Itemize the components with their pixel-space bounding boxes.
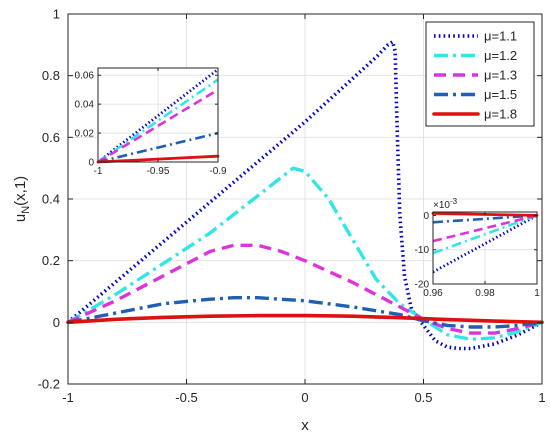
legend: μ=1.1 μ=1.2 μ=1.3 μ=1.5 μ=1.8 xyxy=(425,21,535,127)
y-tick-label: 0.8 xyxy=(42,68,60,83)
x-tick-label: -0.5 xyxy=(175,390,197,405)
y-tick-label: 1 xyxy=(53,7,60,22)
series-line-mu-1-3 xyxy=(432,214,538,243)
series-line-mu-1-8 xyxy=(66,313,544,325)
legend-label: μ=1.3 xyxy=(484,68,517,83)
x-tick-label: 0 xyxy=(301,390,308,405)
y-tick-label: 0 xyxy=(88,158,94,169)
y-tick-label: 0.6 xyxy=(42,130,60,145)
series-line-mu-1-1 xyxy=(97,68,219,164)
series-line-mu-1-5 xyxy=(97,131,219,164)
x-tick-label: 0.96 xyxy=(423,288,443,299)
y-tick-label: 0 xyxy=(423,211,429,222)
legend-label: μ=1.5 xyxy=(484,87,517,102)
legend-label: μ=1.2 xyxy=(484,48,517,63)
series-line-mu-1-2 xyxy=(97,78,219,164)
y-tick-label: 0.4 xyxy=(42,192,60,207)
series-line-mu-1-5 xyxy=(67,296,543,329)
series-line-mu-1-2 xyxy=(67,166,543,341)
x-axis-label: x xyxy=(301,417,309,434)
x-tick-label: -1 xyxy=(94,166,103,177)
inset-right-exponent: ×10-3 xyxy=(433,197,458,211)
main-y-ticks: -0.2 0 0.2 0.4 0.6 0.8 1 xyxy=(38,7,542,392)
main-x-ticks: -1 -0.5 0 0.5 1 xyxy=(62,14,546,405)
x-tick-label: 1 xyxy=(538,390,545,405)
inset-left-ticks: -1 -0.95 -0.9 0 0.02 0.04 0.06 xyxy=(75,68,227,177)
inset-right: 0.96 0.98 1 0 -10 -20 ×10-3 xyxy=(415,197,541,299)
x-tick-label: -0.95 xyxy=(147,166,170,177)
y-tick-label: -20 xyxy=(415,280,430,291)
x-tick-label: 0.98 xyxy=(475,288,495,299)
series-line-mu-1-5 xyxy=(432,214,538,224)
x-tick-label: 0.5 xyxy=(414,390,432,405)
legend-items: μ=1.1 μ=1.2 μ=1.3 μ=1.5 μ=1.8 xyxy=(432,29,517,122)
x-tick-label: -1 xyxy=(62,390,74,405)
y-tick-label: 0 xyxy=(53,315,60,330)
y-tick-label: 0.2 xyxy=(42,253,60,268)
y-tick-label: 0.02 xyxy=(75,129,95,140)
legend-label: μ=1.8 xyxy=(484,107,517,122)
y-tick-label: -0.2 xyxy=(38,377,60,392)
x-tick-label: 1 xyxy=(534,288,540,299)
main-series-group xyxy=(66,39,544,351)
y-tick-label: 0.04 xyxy=(75,100,95,111)
series-line-mu-1-2 xyxy=(432,214,538,255)
x-tick-label: -0.9 xyxy=(209,166,227,177)
inset-left: -1 -0.95 -0.9 0 0.02 0.04 0.06 xyxy=(75,67,227,177)
inset-right-ticks: 0.96 0.98 1 0 -10 -20 xyxy=(415,211,541,299)
legend-label: μ=1.1 xyxy=(484,29,517,44)
y-tick-label: -10 xyxy=(415,245,430,256)
series-line-mu-1-3 xyxy=(97,88,219,164)
y-tick-label: 0.06 xyxy=(75,71,95,82)
